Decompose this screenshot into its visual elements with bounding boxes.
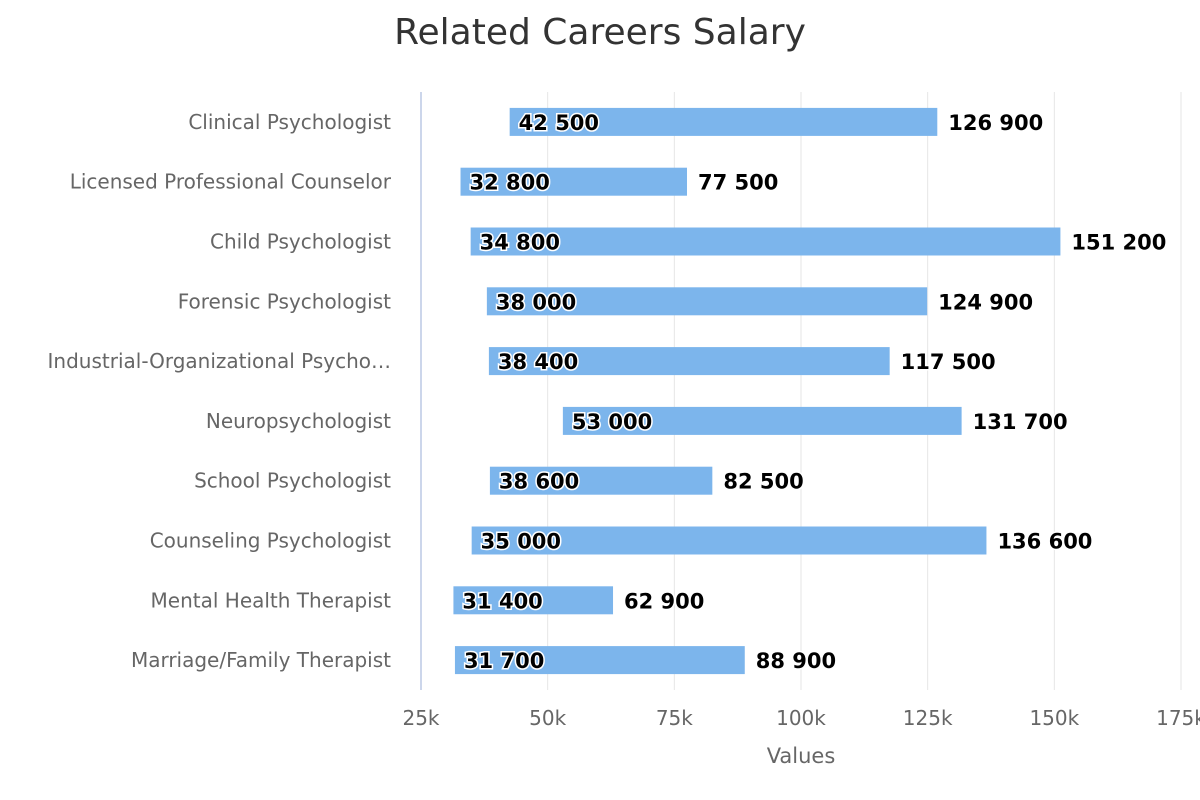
x-tick-label: 25k (402, 706, 439, 730)
low-value-label: 31 400 (462, 589, 542, 613)
range-bar (489, 466, 713, 495)
high-value-label: 136 600 (997, 530, 1092, 554)
category-label: School Psychologist (194, 469, 391, 493)
category-label: Licensed Professional Counselor (70, 170, 392, 194)
high-value-label: 126 900 (948, 111, 1043, 135)
bars (453, 107, 1061, 675)
high-value-label: 77 500 (698, 171, 778, 195)
range-bar (562, 406, 962, 435)
x-tick-label: 50k (529, 706, 566, 730)
range-bar (471, 526, 987, 555)
x-tick-label: 75k (656, 706, 693, 730)
category-labels: Clinical Psychologist Licensed Profession… (48, 110, 392, 672)
x-tick-label: 100k (776, 706, 826, 730)
range-bar (470, 227, 1061, 256)
category-label: Child Psychologist (210, 230, 391, 254)
category-label: Counseling Psychologist (150, 529, 391, 553)
high-value-label: 88 900 (756, 649, 836, 673)
x-tick-labels: 25k 50k 75k 100k 125k 150k 175k (402, 706, 1200, 730)
low-value-label: 31 700 (464, 649, 544, 673)
range-bar (509, 107, 938, 136)
category-label: Neuropsychologist (206, 409, 391, 433)
low-value-label: 42 500 (519, 111, 599, 135)
range-bar (454, 646, 745, 675)
low-value-label: 34 800 (480, 231, 560, 255)
range-bar (460, 167, 687, 196)
high-value-label: 82 500 (723, 470, 803, 494)
category-label: Marriage/Family Therapist (131, 648, 391, 672)
range-bar (453, 586, 614, 615)
data-labels: 42 500 126 900 32 800 77 500 34 800 151 200 38… (461, 109, 1168, 674)
category-label: Mental Health Therapist (151, 588, 392, 612)
category-label: Clinical Psychologist (188, 110, 391, 134)
low-value-label: 32 800 (470, 171, 550, 195)
category-label: Forensic Psychologist (178, 289, 391, 313)
x-tick-label: 175k (1156, 706, 1200, 730)
chart-title: Related Careers Salary (394, 12, 806, 53)
low-value-label: 38 000 (496, 290, 576, 314)
range-bar (486, 287, 928, 316)
low-value-label: 38 600 (499, 470, 579, 494)
x-axis-title: Values (767, 744, 836, 768)
high-value-label: 151 200 (1071, 231, 1166, 255)
high-value-label: 124 900 (938, 290, 1033, 314)
category-label: Industrial-Organizational Psycho… (48, 349, 391, 373)
high-value-label: 62 900 (624, 589, 704, 613)
x-tick-label: 150k (1029, 706, 1079, 730)
range-bar (488, 347, 890, 376)
low-value-label: 35 000 (481, 530, 561, 554)
high-value-label: 131 700 (973, 410, 1068, 434)
x-tick-label: 125k (903, 706, 953, 730)
low-value-label: 53 000 (572, 410, 652, 434)
high-value-label: 117 500 (901, 350, 996, 374)
low-value-label: 38 400 (498, 350, 578, 374)
